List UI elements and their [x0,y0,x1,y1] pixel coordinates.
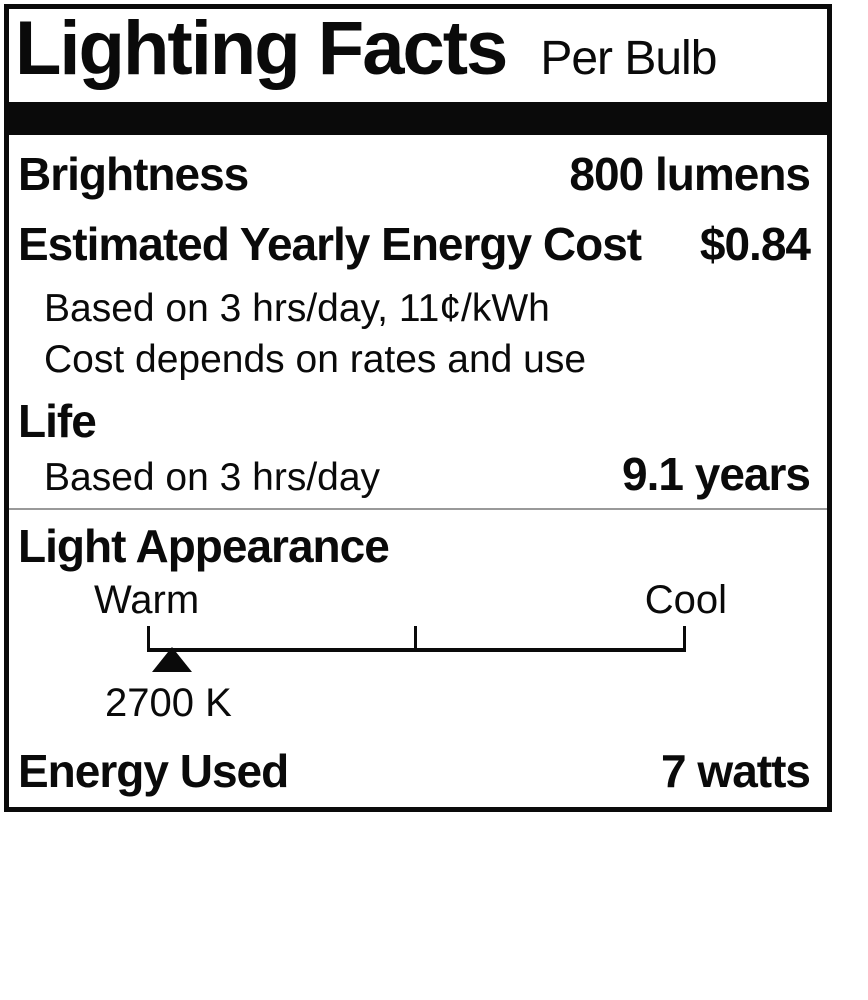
scale-warm-label: Warm [94,578,200,622]
life-basis-note: Based on 3 hrs/day [44,456,381,499]
thick-divider-bar [9,102,827,135]
per-bulb-note: Per Bulb [540,32,717,85]
life-label: Life [18,395,97,447]
scale-tick-middle [414,626,417,650]
life-heading-row: Life [18,398,810,444]
thin-divider-line [9,508,827,510]
color-temperature-value: 2700 K [105,681,232,725]
title-row: Lighting Facts Per Bulb [15,6,717,91]
light-appearance-heading-row: Light Appearance [18,523,810,569]
label-title: Lighting Facts [15,6,508,91]
life-value-row: Based on 3 hrs/day 9.1 years [18,448,811,500]
energy-cost-label: Estimated Yearly Energy Cost [18,218,642,270]
energy-used-label: Energy Used [18,745,289,797]
brightness-label: Brightness [18,148,249,200]
energy-cost-note-row-2: Cost depends on rates and use [18,340,810,379]
color-temperature-scale [147,626,686,676]
lighting-facts-label: Lighting Facts Per Bulb Brightness 800 l… [4,4,832,812]
energy-used-value: 7 watts [661,745,811,797]
energy-used-row: Energy Used 7 watts [18,745,811,797]
scale-tick-left [147,626,150,650]
scale-tick-right [683,626,686,650]
light-appearance-label: Light Appearance [18,520,390,572]
energy-cost-rates-note: Cost depends on rates and use [44,338,587,381]
scale-cool-label: Cool [644,578,727,622]
brightness-row: Brightness 800 lumens [18,148,811,200]
color-temp-marker-triangle-icon [152,647,192,672]
energy-cost-note-row-1: Based on 3 hrs/day, 11¢/kWh [18,289,810,328]
life-value: 9.1 years [622,448,811,500]
brightness-value: 800 lumens [569,148,811,200]
scale-axis-line [147,648,686,652]
energy-cost-value: $0.84 [699,218,811,270]
energy-cost-basis-note: Based on 3 hrs/day, 11¢/kWh [44,287,550,330]
energy-cost-row: Estimated Yearly Energy Cost $0.84 [18,218,811,270]
